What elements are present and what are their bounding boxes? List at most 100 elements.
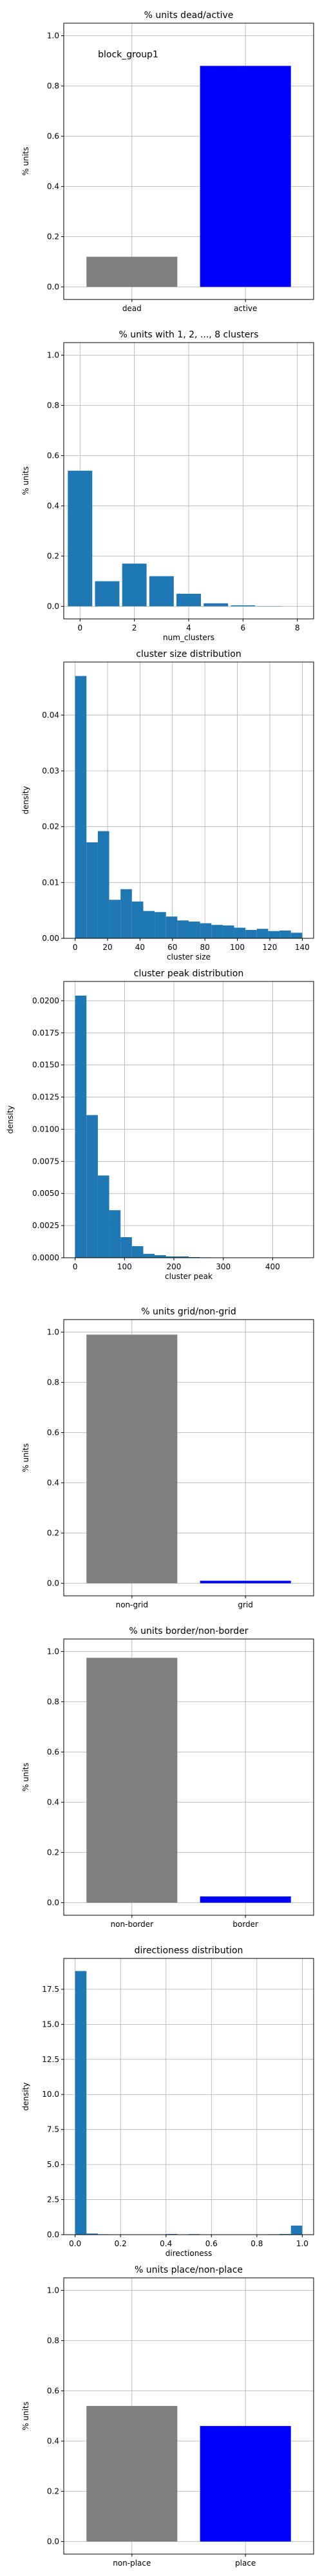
y-tick-label: 0.00 [42, 934, 59, 943]
y-tick-label: 0.0200 [32, 996, 59, 1005]
chart-5: 0.0 0.2 0.4 0.6 0.8 1.0 non-grid grid % units gr… [21, 1307, 314, 1609]
bar [211, 925, 223, 938]
y-tick-label: 1.0 [47, 1328, 59, 1337]
bar [200, 923, 212, 938]
y-tick-label: 0.0150 [32, 1061, 59, 1070]
x-tick-label: non-place [113, 2559, 151, 2568]
y-axis-label: density [6, 1106, 15, 1134]
x-tick-label: 0.8 [251, 2239, 263, 2248]
y-tick-label: 0.2 [47, 1529, 59, 1538]
x-tick-label: 2 [132, 623, 137, 632]
x-axis-label: directioness [166, 2249, 212, 2258]
x-axis-label: num_clusters [163, 633, 214, 642]
x-tick-label: dead [122, 304, 142, 313]
y-tick-label: 0.0 [47, 1579, 59, 1588]
y-tick-label: 0.0 [47, 283, 59, 292]
bar [109, 1210, 121, 1258]
bar [177, 1256, 189, 1258]
chart-title: cluster peak distribution [134, 969, 243, 979]
y-tick-label: 0.0125 [32, 1093, 59, 1102]
y-tick-label: 17.5 [42, 1985, 59, 1994]
y-tick-label: 0.8 [47, 401, 59, 410]
y-tick-label: 0.0100 [32, 1124, 59, 1133]
bar [131, 901, 144, 938]
y-tick-label: 0.6 [47, 2387, 59, 2396]
y-tick-label: 0.4 [47, 502, 59, 511]
annotation-text: block_group1 [98, 50, 158, 60]
bar [95, 581, 120, 607]
y-tick-label: 0.6 [47, 132, 59, 141]
y-tick-label: 1.0 [47, 32, 59, 41]
x-tick-label: 100 [230, 943, 245, 952]
y-tick-label: 0.2 [47, 552, 59, 561]
y-tick-label: 0.8 [47, 82, 59, 91]
x-tick-label: 0 [73, 943, 78, 952]
bar [86, 842, 98, 938]
bar [222, 925, 234, 938]
x-tick-label: 140 [295, 943, 310, 952]
x-tick-label: 0 [77, 623, 82, 632]
x-axis-label: cluster peak [165, 1272, 213, 1281]
x-tick-label: 20 [102, 943, 112, 952]
bar [75, 995, 87, 1258]
chart-2: 0.0 0.2 0.4 0.6 0.8 1.0 0 2 4 6 8 % units with 1, 2… [21, 330, 314, 642]
x-tick-label: 0.6 [205, 2239, 218, 2248]
y-tick-label: 0.0000 [32, 1253, 59, 1262]
bar [97, 1175, 109, 1258]
y-tick-label: 0.02 [42, 822, 59, 831]
bar [120, 1237, 132, 1258]
bar [256, 929, 269, 938]
bar [75, 1971, 87, 2235]
y-tick-label: 0.2 [47, 232, 59, 242]
axes-frame [63, 981, 314, 1258]
y-tick-label: 1.0 [47, 1647, 59, 1656]
y-tick-label: 0.4 [47, 182, 59, 191]
x-tick-label: 300 [216, 1262, 231, 1271]
axes-frame [63, 1319, 314, 1596]
bar [189, 922, 200, 938]
y-tick-label: 0.0050 [32, 1189, 59, 1198]
x-tick-label: 6 [241, 623, 246, 632]
bar [86, 2405, 178, 2542]
y-tick-label: 0.0025 [32, 1221, 59, 1230]
x-axis-label: cluster size [167, 952, 211, 961]
axes-frame [63, 1638, 314, 1916]
x-tick-label: non-grid [116, 1600, 148, 1609]
x-tick-label: 120 [263, 943, 278, 952]
x-tick-label: border [232, 1920, 258, 1929]
x-tick-label: 80 [200, 943, 210, 952]
x-tick-label: 0.4 [160, 2239, 172, 2248]
x-tick-label: non-border [111, 1920, 154, 1929]
bar [200, 2426, 291, 2542]
axes-frame [63, 661, 314, 939]
x-tick-label: 0 [73, 1262, 78, 1271]
y-tick-label: 12.5 [42, 2055, 59, 2064]
x-tick-label: 0.2 [115, 2239, 127, 2248]
chart-3: 0.00 0.01 0.02 0.03 0.04 0 20 40 60 80 100 120 140 cl… [21, 649, 314, 961]
bar [290, 2225, 303, 2235]
axes-frame [63, 2277, 314, 2555]
y-tick-label: 0.03 [42, 766, 59, 775]
y-tick-label: 0.8 [47, 1698, 59, 1707]
chart-title: % units with 1, 2, ..., 8 clusters [119, 330, 259, 340]
x-tick-label: 200 [167, 1262, 182, 1271]
y-tick-label: 10.0 [42, 2090, 59, 2099]
x-tick-label: 1.0 [296, 2239, 308, 2248]
bar [149, 576, 174, 607]
bar [155, 912, 166, 938]
bar [200, 66, 291, 287]
bar [177, 920, 189, 938]
x-tick-label: place [235, 2559, 256, 2568]
x-tick-label: 40 [135, 943, 145, 952]
bar [86, 2233, 98, 2235]
x-tick-label: 100 [117, 1262, 132, 1271]
bar [68, 470, 93, 607]
y-axis-label: % units [21, 147, 30, 176]
y-tick-label: 0.0 [47, 2537, 59, 2546]
y-tick-label: 0.0 [47, 602, 59, 611]
y-tick-label: 0.6 [47, 1428, 59, 1437]
bar [122, 564, 147, 607]
bar [234, 927, 246, 938]
bar [245, 930, 257, 938]
